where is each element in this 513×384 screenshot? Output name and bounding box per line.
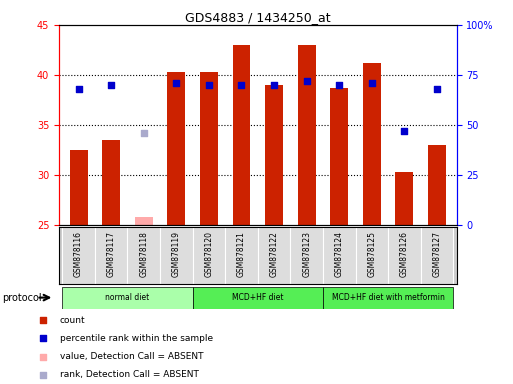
Bar	[388, 227, 421, 284]
Point	[172, 80, 181, 86]
Bar	[160, 227, 192, 284]
Bar	[102, 140, 120, 225]
Point	[270, 82, 278, 88]
Text: GSM878125: GSM878125	[367, 231, 377, 277]
Point	[400, 128, 408, 134]
Bar	[298, 45, 315, 225]
Text: GSM878119: GSM878119	[172, 231, 181, 277]
Bar	[421, 227, 453, 284]
Bar	[70, 150, 88, 225]
Text: GSM878123: GSM878123	[302, 231, 311, 277]
Text: GSM878126: GSM878126	[400, 231, 409, 277]
Bar	[225, 227, 258, 284]
Bar	[323, 227, 356, 284]
Text: count: count	[60, 316, 85, 324]
Text: GSM878121: GSM878121	[237, 231, 246, 277]
Bar	[192, 286, 323, 309]
Text: GSM878118: GSM878118	[139, 231, 148, 277]
Bar	[363, 63, 381, 225]
Point	[74, 86, 83, 92]
Text: MCD+HF diet with metformin: MCD+HF diet with metformin	[332, 293, 445, 302]
Bar	[323, 286, 453, 309]
Bar	[62, 227, 95, 284]
Bar	[356, 227, 388, 284]
Text: GSM878117: GSM878117	[107, 231, 115, 277]
Bar	[258, 227, 290, 284]
Bar	[428, 145, 446, 225]
Point	[205, 82, 213, 88]
Bar	[135, 217, 153, 225]
Bar	[192, 227, 225, 284]
Text: GSM878116: GSM878116	[74, 231, 83, 277]
Title: GDS4883 / 1434250_at: GDS4883 / 1434250_at	[185, 11, 330, 24]
Bar	[95, 227, 127, 284]
Bar	[167, 72, 185, 225]
Point	[433, 86, 441, 92]
Bar	[290, 227, 323, 284]
Point	[238, 82, 246, 88]
Text: value, Detection Call = ABSENT: value, Detection Call = ABSENT	[60, 352, 203, 361]
Bar	[62, 286, 192, 309]
Point	[107, 82, 115, 88]
Text: GSM878127: GSM878127	[432, 231, 442, 277]
Text: normal diet: normal diet	[105, 293, 150, 302]
Text: GSM878124: GSM878124	[335, 231, 344, 277]
Bar	[265, 85, 283, 225]
Point	[38, 372, 47, 378]
Point	[303, 78, 311, 84]
Bar	[396, 172, 413, 225]
Point	[38, 317, 47, 323]
Text: percentile rank within the sample: percentile rank within the sample	[60, 334, 213, 343]
Bar	[127, 227, 160, 284]
Text: GSM878120: GSM878120	[204, 231, 213, 277]
Text: MCD+HF diet: MCD+HF diet	[232, 293, 284, 302]
Point	[140, 130, 148, 136]
Text: protocol: protocol	[3, 293, 42, 303]
Point	[368, 80, 376, 86]
Bar	[232, 45, 250, 225]
Point	[335, 82, 343, 88]
Text: rank, Detection Call = ABSENT: rank, Detection Call = ABSENT	[60, 371, 199, 379]
Bar	[200, 72, 218, 225]
Point	[38, 354, 47, 360]
Point	[38, 335, 47, 341]
Text: GSM878122: GSM878122	[269, 231, 279, 277]
Bar	[330, 88, 348, 225]
